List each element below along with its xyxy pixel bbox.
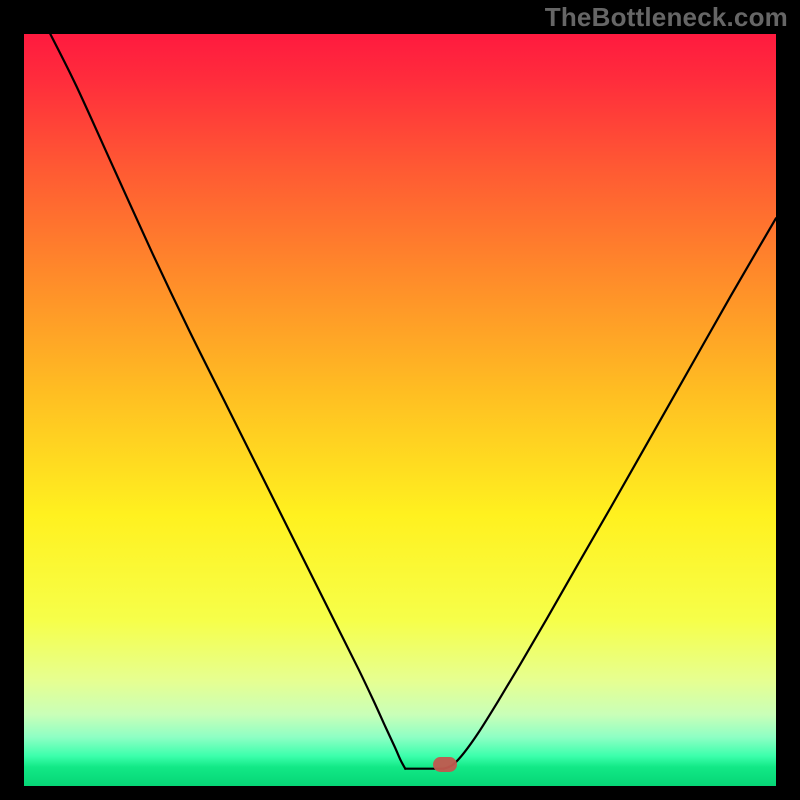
bottleneck-chart [24, 34, 776, 786]
gradient-background [24, 34, 776, 786]
optimal-point-marker [433, 757, 457, 772]
plot-area [24, 34, 776, 786]
watermark: TheBottleneck.com [545, 2, 788, 33]
